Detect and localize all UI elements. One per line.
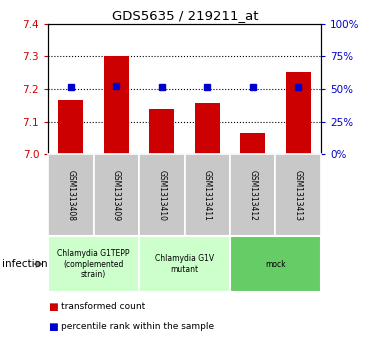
- Bar: [185, 154, 230, 236]
- Bar: [230, 154, 275, 236]
- Bar: [195, 103, 220, 154]
- Bar: [230, 236, 321, 292]
- Bar: [275, 154, 321, 236]
- Text: GSM1313413: GSM1313413: [294, 170, 303, 221]
- Text: GSM1313412: GSM1313412: [248, 170, 257, 221]
- Bar: [240, 133, 265, 154]
- Bar: [93, 154, 139, 236]
- Bar: [48, 154, 94, 236]
- Text: infection: infection: [2, 259, 47, 269]
- Bar: [286, 72, 311, 154]
- Text: GDS5635 / 219211_at: GDS5635 / 219211_at: [112, 9, 259, 22]
- Text: transformed count: transformed count: [61, 302, 145, 311]
- Text: percentile rank within the sample: percentile rank within the sample: [61, 322, 214, 331]
- Text: mock: mock: [265, 260, 286, 269]
- Text: ■: ■: [48, 322, 58, 332]
- Bar: [150, 109, 174, 154]
- Text: GSM1313410: GSM1313410: [157, 170, 166, 221]
- Bar: [48, 236, 139, 292]
- Bar: [139, 154, 185, 236]
- Text: Chlamydia G1V
mutant: Chlamydia G1V mutant: [155, 254, 214, 274]
- Text: GSM1313408: GSM1313408: [66, 170, 75, 221]
- Text: GSM1313409: GSM1313409: [112, 170, 121, 221]
- Text: ■: ■: [48, 302, 58, 312]
- Bar: [104, 56, 129, 154]
- Text: GSM1313411: GSM1313411: [203, 170, 212, 221]
- Bar: [59, 101, 83, 154]
- Bar: [139, 236, 230, 292]
- Text: Chlamydia G1TEPP
(complemented
strain): Chlamydia G1TEPP (complemented strain): [58, 249, 130, 279]
